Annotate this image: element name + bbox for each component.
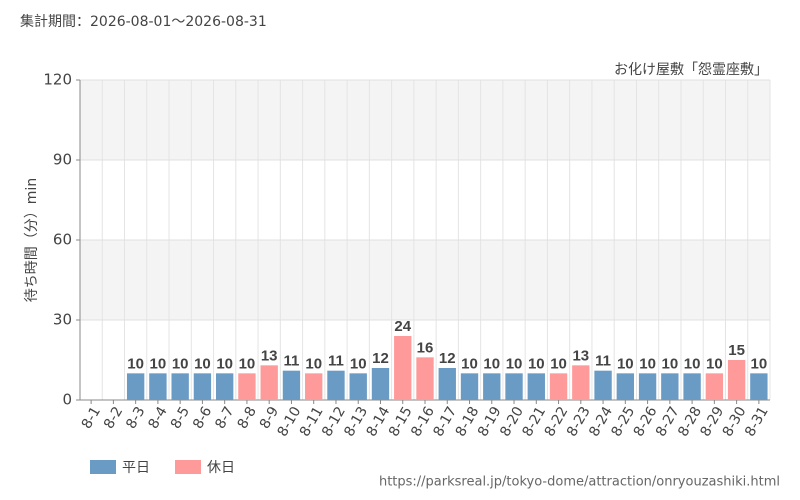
chart-title: 集計期間：2026-08-01～2026-08-31 — [20, 13, 267, 30]
bar — [149, 373, 167, 400]
source-url: https://parksreal.jp/tokyo-dome/attracti… — [379, 475, 780, 490]
grid-band — [80, 80, 770, 160]
bar — [171, 373, 189, 400]
value-label: 10 — [706, 355, 723, 372]
x-tick-label: 8-3 — [123, 404, 148, 432]
bar — [260, 365, 278, 400]
legend-swatch — [90, 460, 116, 474]
chart-subtitle: お化け屋敷「怨霊座敷」 — [614, 62, 768, 78]
bar — [416, 357, 434, 400]
x-tick-label: 8-4 — [146, 404, 171, 432]
y-tick-label: 90 — [53, 151, 72, 169]
legend-label: 平日 — [122, 460, 150, 476]
bar — [305, 373, 323, 400]
value-label: 10 — [483, 355, 500, 372]
value-label: 15 — [728, 342, 745, 359]
value-label: 12 — [439, 350, 456, 367]
value-label: 10 — [550, 355, 567, 372]
value-label: 13 — [261, 347, 278, 364]
x-tick-label: 8-7 — [212, 404, 237, 432]
bar — [327, 370, 345, 400]
bar — [349, 373, 367, 400]
value-label: 10 — [150, 355, 167, 372]
value-label: 10 — [661, 355, 678, 372]
bar — [750, 373, 768, 400]
bar — [126, 373, 145, 400]
value-label: 10 — [617, 355, 634, 372]
value-label: 10 — [461, 355, 478, 372]
x-tick-label: 8-5 — [168, 404, 193, 432]
value-label: 11 — [595, 353, 611, 370]
bar — [460, 373, 479, 400]
value-label: 10 — [127, 355, 144, 372]
bar — [616, 373, 635, 400]
bar — [594, 370, 612, 400]
bar — [371, 368, 390, 400]
value-label: 10 — [350, 355, 367, 372]
value-label: 10 — [194, 355, 211, 372]
bar — [282, 370, 301, 400]
value-label: 11 — [284, 353, 300, 370]
bar — [527, 373, 545, 400]
bar — [638, 373, 657, 400]
value-label: 10 — [305, 355, 322, 372]
bar — [505, 373, 523, 400]
y-tick-label: 0 — [62, 391, 72, 409]
value-label: 10 — [172, 355, 189, 372]
legend-label: 休日 — [207, 460, 235, 476]
value-label: 10 — [216, 355, 233, 372]
bar — [683, 373, 701, 400]
value-label: 10 — [639, 355, 656, 372]
y-axis-label: 待ち時間（分）min — [24, 178, 40, 302]
grid-band — [80, 240, 770, 320]
value-label: 16 — [417, 339, 434, 356]
y-tick-label: 120 — [43, 71, 72, 89]
value-label: 11 — [328, 353, 344, 370]
bar — [705, 373, 724, 400]
bar — [238, 373, 256, 400]
bar — [215, 373, 234, 400]
value-label: 10 — [528, 355, 545, 372]
y-tick-label: 60 — [53, 231, 72, 249]
value-label: 10 — [751, 355, 768, 372]
x-tick-label: 8-1 — [79, 404, 104, 432]
bar — [549, 373, 568, 400]
x-tick-label: 8-8 — [235, 404, 260, 432]
bar — [727, 360, 746, 400]
bar — [572, 365, 590, 400]
value-label: 10 — [506, 355, 523, 372]
bar — [193, 373, 212, 400]
x-tick-label: 8-31 — [742, 404, 772, 440]
value-label: 13 — [572, 347, 589, 364]
bar — [438, 368, 456, 400]
value-label: 10 — [239, 355, 256, 372]
bar — [483, 373, 501, 400]
value-label: 12 — [372, 350, 389, 367]
bar — [394, 336, 412, 400]
bar — [661, 373, 679, 400]
x-tick-label: 8-2 — [101, 404, 126, 432]
legend-swatch — [175, 460, 201, 474]
y-tick-label: 30 — [53, 311, 72, 329]
value-label: 10 — [684, 355, 701, 372]
x-tick-label: 8-6 — [190, 404, 215, 432]
value-label: 24 — [394, 318, 411, 335]
